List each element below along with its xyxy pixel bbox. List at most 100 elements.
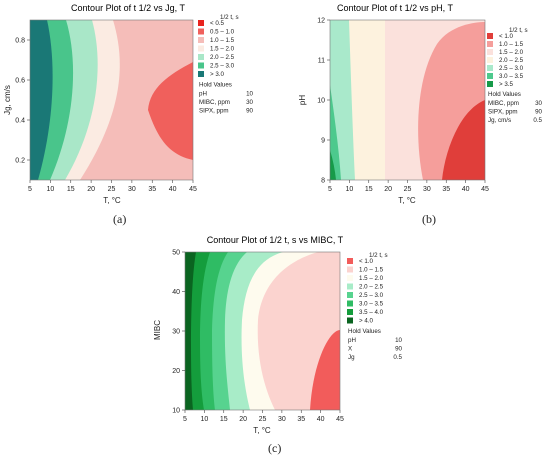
legend-swatch (487, 49, 493, 55)
legend-swatch (347, 309, 353, 315)
legend-swatch (347, 317, 353, 324)
x-tick-label: 45 (189, 186, 197, 193)
plot-area (184, 251, 341, 411)
y-tick-label: 40 (172, 289, 180, 296)
contour-region-lt-1.0 (442, 100, 485, 180)
panel-caption-a: (a) (113, 212, 127, 226)
x-tick-label: 40 (317, 416, 325, 423)
x-tick-label: 45 (336, 416, 344, 423)
contour-region-3.0-3.5 (330, 85, 341, 180)
legend-label: 1.5 – 2.0 (210, 46, 235, 53)
y-axis-label: pH (298, 95, 307, 105)
x-tick-label: 25 (259, 416, 267, 423)
y-tick-label: 20 (172, 368, 180, 375)
x-tick-label: 40 (169, 186, 177, 193)
x-tick-label: 15 (67, 186, 75, 193)
x-axis-label: T, °C (103, 196, 121, 205)
hold-values-title: Hold Values (348, 328, 381, 335)
x-tick-label: 5 (28, 186, 32, 193)
legend-label: 2.5 – 3.0 (359, 292, 384, 299)
legend-swatch (487, 81, 493, 87)
x-tick-label: 30 (278, 416, 286, 423)
legend-swatch (198, 20, 204, 26)
legend-swatch (347, 283, 353, 290)
x-tick-label: 35 (148, 186, 156, 193)
y-tick-label: 0.6 (15, 78, 25, 85)
hold-value-name: pH (199, 91, 207, 98)
x-tick-label: 20 (384, 186, 392, 193)
legend-swatch (487, 41, 493, 47)
chart-title: Contour Plot of 1/2 t, s vs MIBC, T (207, 235, 344, 245)
x-tick-label: 20 (239, 416, 247, 423)
contour-chart-c: Contour Plot of 1/2 t, s vs MIBC, T 5 10 1… (153, 235, 403, 435)
legend-label: 2.0 – 2.5 (210, 54, 235, 61)
legend-label: 1.0 – 1.5 (359, 267, 384, 274)
y-tick-label: 0.4 (15, 118, 25, 125)
y-tick-label: 12 (317, 18, 325, 25)
x-tick-label: 15 (220, 416, 228, 423)
legend-swatch (198, 71, 204, 77)
legend-label: < 1.0 (499, 33, 513, 40)
legend: 1/2 t, s< 1.01.0 – 1.51.5 – 2.02.0 – 2.5… (347, 252, 403, 361)
panel-caption-b: (b) (422, 212, 436, 226)
legend-label: < 1.0 (359, 258, 373, 265)
legend-label: > 3.0 (210, 71, 224, 78)
legend-swatch (198, 28, 204, 35)
legend-swatch (198, 62, 204, 69)
x-tick-label: 40 (462, 186, 470, 193)
plot-area (29, 19, 194, 181)
chart-title: Contour Plot of t 1/2 vs Jg, T (71, 3, 185, 13)
legend: 1/2 t, s< 1.01.0 – 1.51.5 – 2.02.0 – 2.5… (487, 27, 543, 124)
legend-swatch (198, 45, 204, 52)
y-tick-label: 9 (321, 138, 325, 145)
hold-value-value: 90 (535, 109, 542, 116)
x-axis-label: T, °C (253, 426, 271, 435)
legend-title: 1/2 t, s (220, 14, 239, 21)
legend-label: 2.5 – 3.0 (499, 65, 524, 72)
x-tick-label: 10 (46, 186, 54, 193)
x-tick-label: 45 (481, 186, 489, 193)
contour-region-gt-3.0 (30, 20, 53, 180)
legend-label: 3.5 – 4.0 (359, 309, 384, 316)
hold-value-name: Jg (348, 354, 355, 361)
legend-label: > 4.0 (359, 318, 373, 325)
legend-swatch (198, 54, 204, 60)
hold-value-name: SIPX, ppm (488, 109, 518, 116)
legend-title: 1/2 t, s (369, 252, 388, 259)
legend-swatch (347, 266, 353, 273)
x-tick-label: 30 (423, 186, 431, 193)
hold-value-name: X (348, 346, 352, 353)
legend-swatch (347, 275, 353, 281)
x-tick-label: 10 (345, 186, 353, 193)
legend-label: < 0.5 (210, 20, 224, 27)
x-tick-label: 35 (442, 186, 450, 193)
x-tick-label: 35 (297, 416, 305, 423)
hold-value-name: MIBC, ppm (488, 100, 519, 107)
contour-chart-a: Contour Plot of t 1/2 vs Jg, T 5 10 15 20 25… (3, 3, 254, 205)
hold-values-title: Hold Values (488, 91, 521, 98)
legend-label: 3.0 – 3.5 (499, 73, 524, 80)
legend-swatch (487, 65, 493, 71)
hold-value-value: 10 (246, 91, 253, 98)
hold-value-name: MIBC, ppm (199, 99, 230, 106)
legend-swatch (487, 33, 493, 39)
legend-label: 1.5 – 2.0 (359, 275, 384, 282)
x-tick-label: 10 (200, 416, 208, 423)
hold-value-value: 90 (395, 346, 402, 353)
legend-title: 1/2 t, s (509, 27, 528, 34)
x-axis-label: T, °C (398, 196, 416, 205)
legend-swatch (487, 57, 493, 63)
y-tick-label: 11 (318, 58, 325, 65)
legend-swatch (347, 300, 353, 307)
hold-values-title: Hold Values (199, 82, 232, 89)
hold-value-name: SIPX, ppm (199, 108, 229, 115)
hold-value-name: pH (348, 337, 356, 344)
x-tick-label: 25 (108, 186, 116, 193)
panel-caption-c: (c) (268, 441, 282, 455)
y-tick-label: 10 (317, 98, 325, 105)
y-tick-label: 0.2 (15, 158, 25, 165)
legend-swatch (487, 73, 493, 79)
legend-label: 1.0 – 1.5 (210, 37, 235, 44)
chart-title: Contour Plot of t 1/2 vs pH, T (337, 3, 453, 13)
y-axis-label: Jg, cm/s (3, 85, 12, 115)
